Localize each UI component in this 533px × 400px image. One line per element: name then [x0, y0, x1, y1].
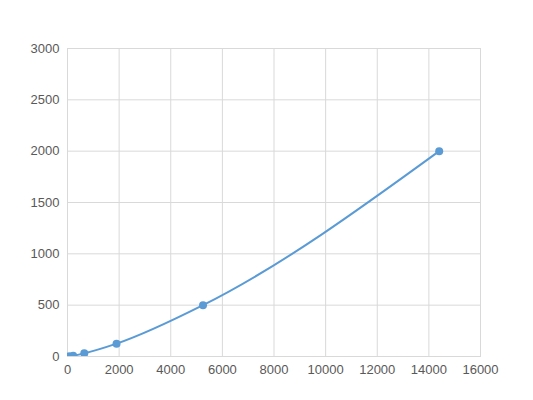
svg-text:12000: 12000: [359, 362, 395, 377]
svg-text:2000: 2000: [31, 143, 60, 158]
svg-text:0: 0: [52, 349, 59, 364]
svg-text:16000: 16000: [462, 362, 498, 377]
svg-text:4000: 4000: [156, 362, 185, 377]
svg-text:0: 0: [64, 362, 71, 377]
svg-text:14000: 14000: [411, 362, 447, 377]
svg-text:500: 500: [38, 297, 60, 312]
svg-text:8000: 8000: [260, 362, 289, 377]
svg-text:3000: 3000: [31, 41, 60, 56]
svg-text:1500: 1500: [31, 195, 60, 210]
svg-text:6000: 6000: [208, 362, 237, 377]
svg-text:10000: 10000: [308, 362, 344, 377]
svg-text:1000: 1000: [31, 246, 60, 261]
svg-text:2500: 2500: [31, 92, 60, 107]
svg-text:2000: 2000: [105, 362, 134, 377]
